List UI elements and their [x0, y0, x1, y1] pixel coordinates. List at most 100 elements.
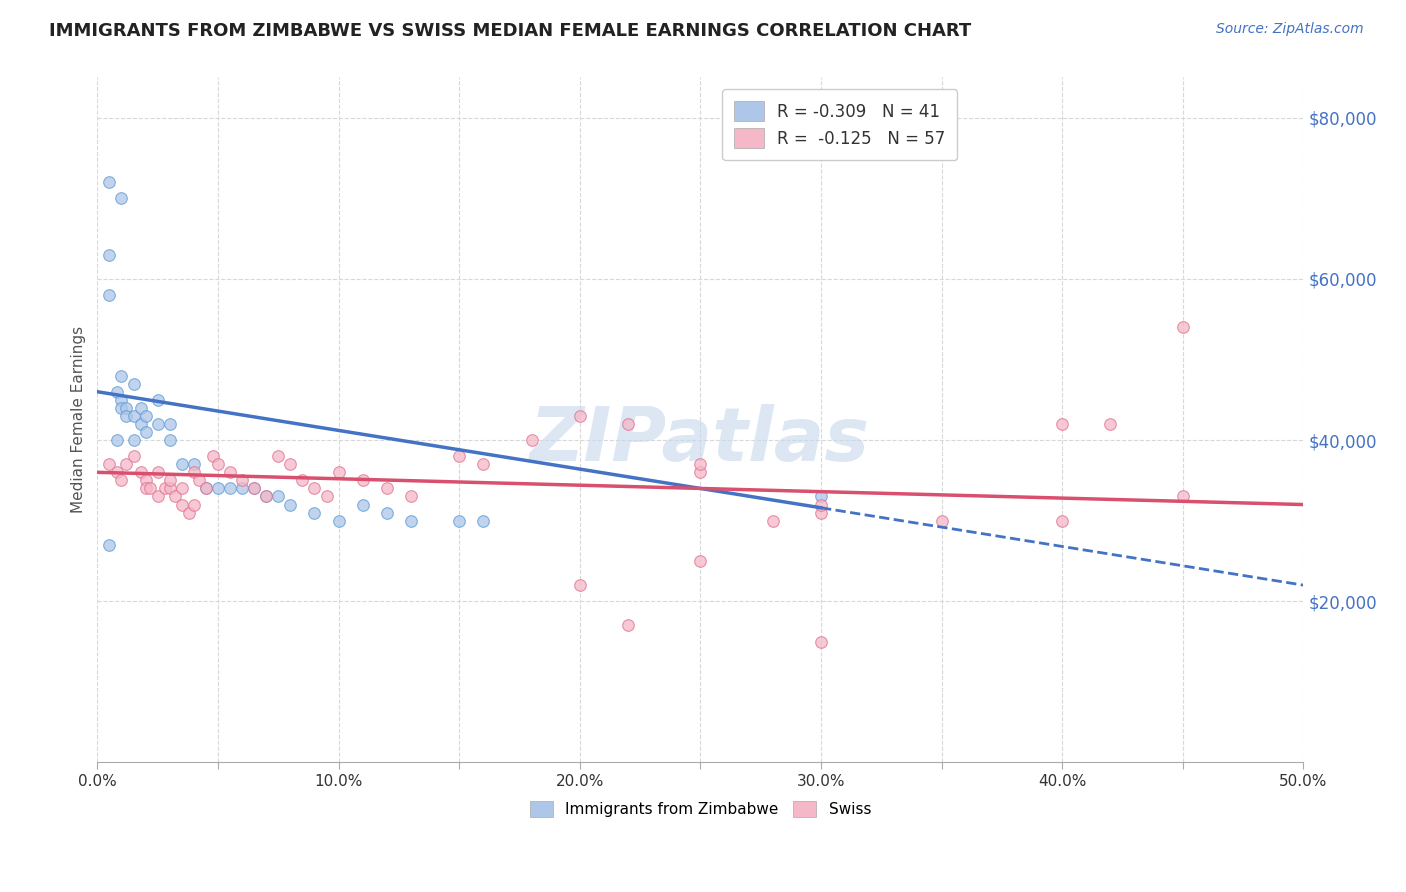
- Point: [135, 482, 157, 496]
- Point: [328, 514, 350, 528]
- Point: [219, 482, 242, 496]
- Point: [122, 433, 145, 447]
- Point: [202, 449, 225, 463]
- Point: [568, 578, 591, 592]
- Point: [177, 506, 200, 520]
- Point: [375, 506, 398, 520]
- Point: [98, 288, 121, 302]
- Point: [98, 538, 121, 552]
- Point: [159, 482, 181, 496]
- Point: [110, 401, 132, 415]
- Point: [122, 449, 145, 463]
- Point: [304, 506, 326, 520]
- Point: [110, 368, 132, 383]
- Point: [146, 490, 169, 504]
- Point: [399, 490, 422, 504]
- Point: [810, 506, 832, 520]
- Point: [105, 433, 128, 447]
- Point: [1171, 320, 1194, 334]
- Point: [122, 376, 145, 391]
- Point: [472, 457, 495, 471]
- Point: [170, 498, 193, 512]
- Point: [98, 175, 121, 189]
- Point: [98, 248, 121, 262]
- Point: [352, 474, 374, 488]
- Point: [146, 466, 169, 480]
- Point: [254, 490, 277, 504]
- Point: [110, 392, 132, 407]
- Point: [135, 474, 157, 488]
- Point: [219, 466, 242, 480]
- Point: [267, 490, 290, 504]
- Point: [122, 409, 145, 423]
- Point: [110, 474, 132, 488]
- Y-axis label: Median Female Earnings: Median Female Earnings: [72, 326, 86, 514]
- Point: [1171, 490, 1194, 504]
- Point: [146, 392, 169, 407]
- Text: IMMIGRANTS FROM ZIMBABWE VS SWISS MEDIAN FEMALE EARNINGS CORRELATION CHART: IMMIGRANTS FROM ZIMBABWE VS SWISS MEDIAN…: [49, 22, 972, 40]
- Point: [568, 409, 591, 423]
- Point: [129, 417, 152, 431]
- Point: [689, 466, 711, 480]
- Point: [110, 191, 132, 205]
- Point: [520, 433, 543, 447]
- Point: [617, 618, 640, 632]
- Point: [231, 482, 253, 496]
- Point: [159, 474, 181, 488]
- Point: [105, 384, 128, 399]
- Point: [115, 401, 138, 415]
- Point: [129, 401, 152, 415]
- Point: [146, 417, 169, 431]
- Point: [135, 425, 157, 439]
- Point: [243, 482, 266, 496]
- Point: [153, 482, 176, 496]
- Point: [115, 457, 138, 471]
- Point: [1099, 417, 1122, 431]
- Point: [472, 514, 495, 528]
- Legend: Immigrants from Zimbabwe, Swiss: Immigrants from Zimbabwe, Swiss: [523, 795, 877, 823]
- Point: [254, 490, 277, 504]
- Point: [762, 514, 785, 528]
- Point: [267, 449, 290, 463]
- Point: [170, 457, 193, 471]
- Point: [278, 498, 301, 512]
- Point: [129, 466, 152, 480]
- Point: [163, 490, 186, 504]
- Point: [194, 482, 217, 496]
- Point: [115, 409, 138, 423]
- Text: ZIPatlas: ZIPatlas: [530, 404, 870, 477]
- Point: [231, 474, 253, 488]
- Point: [194, 482, 217, 496]
- Point: [159, 417, 181, 431]
- Text: Source: ZipAtlas.com: Source: ZipAtlas.com: [1216, 22, 1364, 37]
- Point: [399, 514, 422, 528]
- Point: [207, 457, 229, 471]
- Point: [375, 482, 398, 496]
- Point: [449, 449, 471, 463]
- Point: [810, 634, 832, 648]
- Point: [139, 482, 162, 496]
- Point: [278, 457, 301, 471]
- Point: [304, 482, 326, 496]
- Point: [159, 433, 181, 447]
- Point: [243, 482, 266, 496]
- Point: [352, 498, 374, 512]
- Point: [810, 490, 832, 504]
- Point: [1052, 417, 1074, 431]
- Point: [617, 417, 640, 431]
- Point: [135, 409, 157, 423]
- Point: [291, 474, 314, 488]
- Point: [183, 498, 205, 512]
- Point: [689, 457, 711, 471]
- Point: [170, 482, 193, 496]
- Point: [187, 474, 209, 488]
- Point: [183, 466, 205, 480]
- Point: [207, 482, 229, 496]
- Point: [810, 498, 832, 512]
- Point: [449, 514, 471, 528]
- Point: [1052, 514, 1074, 528]
- Point: [105, 466, 128, 480]
- Point: [689, 554, 711, 568]
- Point: [315, 490, 337, 504]
- Point: [931, 514, 953, 528]
